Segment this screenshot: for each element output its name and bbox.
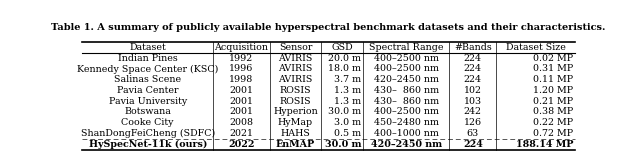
Text: 103: 103 <box>464 97 482 106</box>
Text: 188.14 MP: 188.14 MP <box>516 140 573 149</box>
Text: 18.0 m: 18.0 m <box>328 65 361 73</box>
Text: Kennedy Space Center (KSC): Kennedy Space Center (KSC) <box>77 65 218 74</box>
Text: 1996: 1996 <box>229 65 253 73</box>
Text: 430–  860 nm: 430– 860 nm <box>374 97 439 106</box>
Text: AVIRIS: AVIRIS <box>278 75 313 84</box>
Text: 224: 224 <box>464 54 482 63</box>
Text: Pavia University: Pavia University <box>109 97 187 106</box>
Text: 430–  860 nm: 430– 860 nm <box>374 86 439 95</box>
Text: ROSIS: ROSIS <box>280 97 311 106</box>
Text: EnMAP: EnMAP <box>276 140 315 149</box>
Text: Sensor: Sensor <box>279 43 312 52</box>
Text: 0.21 MP: 0.21 MP <box>533 97 573 106</box>
Text: Table 1. A summary of publicly available hyperspectral benchmark datasets and th: Table 1. A summary of publicly available… <box>51 23 605 32</box>
Text: 2022: 2022 <box>228 140 255 149</box>
Text: 63: 63 <box>467 129 479 138</box>
Text: 102: 102 <box>464 86 482 95</box>
Text: 400–1000 nm: 400–1000 nm <box>374 129 439 138</box>
Text: 1992: 1992 <box>229 54 253 63</box>
Text: GSD: GSD <box>332 43 353 52</box>
Text: Dataset: Dataset <box>129 43 166 52</box>
Text: 1.3 m: 1.3 m <box>334 97 361 106</box>
Text: Dataset Size: Dataset Size <box>506 43 566 52</box>
Text: HySpecNet-11k (ours): HySpecNet-11k (ours) <box>88 140 207 149</box>
Text: 1.20 MP: 1.20 MP <box>533 86 573 95</box>
Text: 2008: 2008 <box>229 118 253 127</box>
Text: 224: 224 <box>464 65 482 73</box>
Text: 3.0 m: 3.0 m <box>334 118 361 127</box>
Text: 420–2450 nm: 420–2450 nm <box>374 75 439 84</box>
Text: 400–2500 nm: 400–2500 nm <box>374 65 439 73</box>
Text: 224: 224 <box>464 75 482 84</box>
Text: 30.0 m: 30.0 m <box>324 140 361 149</box>
Text: 2021: 2021 <box>229 129 253 138</box>
Text: Botswana: Botswana <box>124 108 171 116</box>
Text: 420–2450 nm: 420–2450 nm <box>371 140 442 149</box>
Text: 0.5 m: 0.5 m <box>334 129 361 138</box>
Text: 0.02 MP: 0.02 MP <box>533 54 573 63</box>
Text: Indian Pines: Indian Pines <box>118 54 178 63</box>
Text: 0.11 MP: 0.11 MP <box>533 75 573 84</box>
Text: 1.3 m: 1.3 m <box>334 86 361 95</box>
Text: AVIRIS: AVIRIS <box>278 65 313 73</box>
Text: 1998: 1998 <box>229 75 253 84</box>
Text: 3.7 m: 3.7 m <box>334 75 361 84</box>
Text: 224: 224 <box>463 140 483 149</box>
Text: 20.0 m: 20.0 m <box>328 54 361 63</box>
Text: 0.22 MP: 0.22 MP <box>533 118 573 127</box>
Text: 2001: 2001 <box>229 86 253 95</box>
Text: ROSIS: ROSIS <box>280 86 311 95</box>
Text: Hyperion: Hyperion <box>273 108 318 116</box>
Text: HyMap: HyMap <box>278 118 313 127</box>
Text: 0.31 MP: 0.31 MP <box>532 65 573 73</box>
Text: Spectral Range: Spectral Range <box>369 43 444 52</box>
Text: 30.0 m: 30.0 m <box>328 108 361 116</box>
Text: 400–2500 nm: 400–2500 nm <box>374 54 439 63</box>
Text: 2001: 2001 <box>229 108 253 116</box>
Text: #Bands: #Bands <box>454 43 492 52</box>
Text: 242: 242 <box>464 108 482 116</box>
Text: 2001: 2001 <box>229 97 253 106</box>
Text: 0.72 MP: 0.72 MP <box>533 129 573 138</box>
Text: HAHS: HAHS <box>280 129 310 138</box>
Text: 0.38 MP: 0.38 MP <box>532 108 573 116</box>
Text: AVIRIS: AVIRIS <box>278 54 313 63</box>
Text: ShanDongFeiCheng (SDFC): ShanDongFeiCheng (SDFC) <box>81 129 215 138</box>
Text: 450–2480 nm: 450–2480 nm <box>374 118 439 127</box>
Text: Pavia Center: Pavia Center <box>117 86 179 95</box>
Text: 400–2500 nm: 400–2500 nm <box>374 108 439 116</box>
Text: Salinas Scene: Salinas Scene <box>114 75 181 84</box>
Text: 126: 126 <box>464 118 482 127</box>
Text: Cooke City: Cooke City <box>122 118 174 127</box>
Text: Acquisition: Acquisition <box>214 43 268 52</box>
